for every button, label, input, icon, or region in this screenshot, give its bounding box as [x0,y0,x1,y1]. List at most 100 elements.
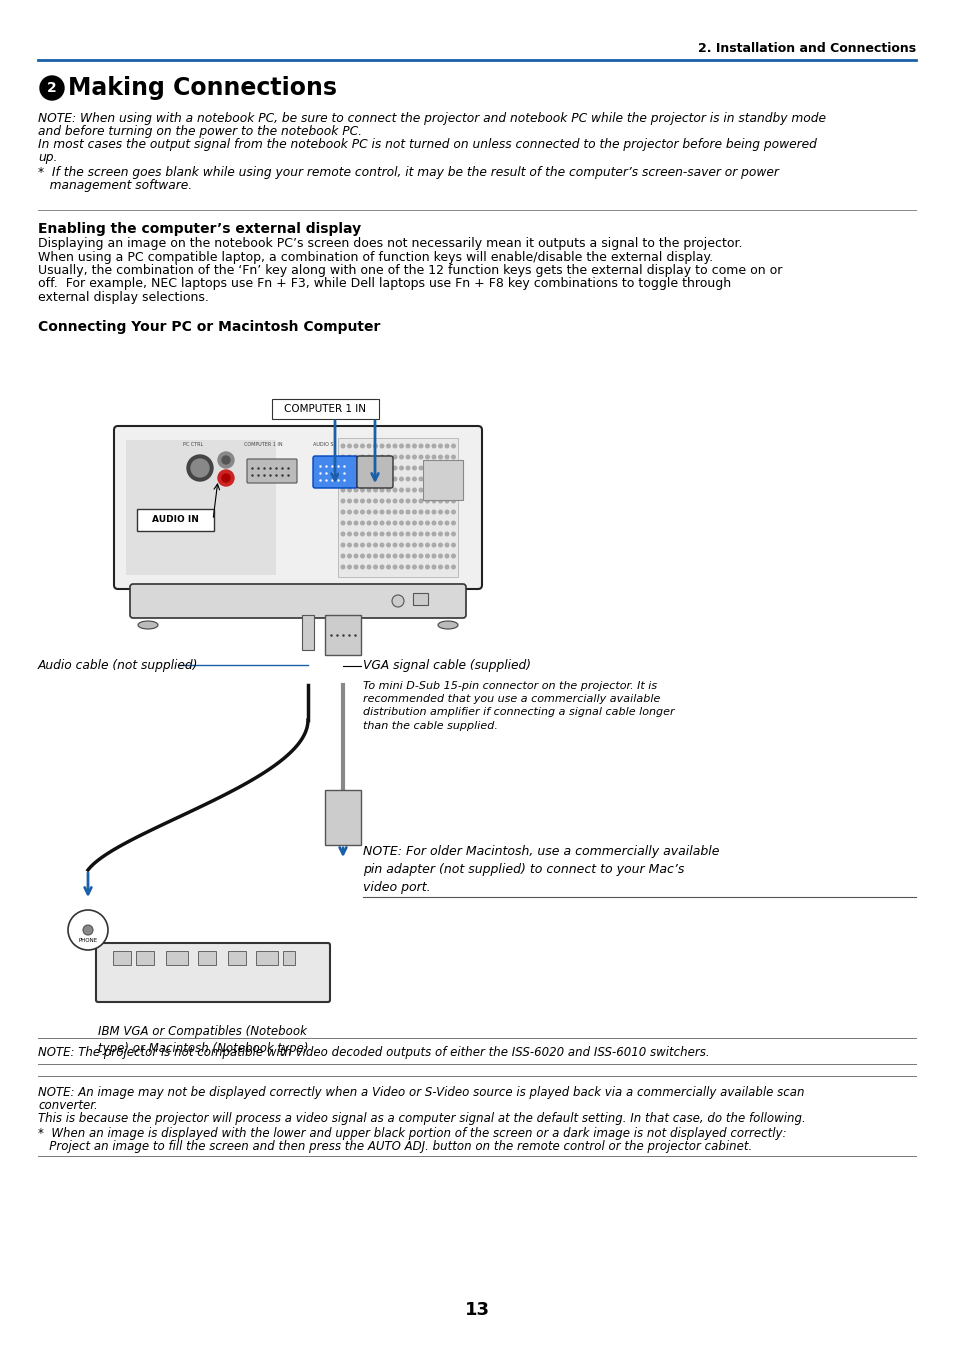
Circle shape [425,445,429,448]
Circle shape [413,477,416,481]
Circle shape [341,456,344,458]
Circle shape [393,554,396,558]
Circle shape [451,565,455,569]
Circle shape [406,456,410,458]
Circle shape [393,543,396,547]
Circle shape [399,499,403,503]
Circle shape [413,543,416,547]
Circle shape [445,456,448,458]
Text: *  When an image is displayed with the lower and upper black portion of the scre: * When an image is displayed with the lo… [38,1127,785,1140]
Circle shape [354,554,357,558]
Circle shape [347,456,351,458]
Bar [198,950,215,965]
Circle shape [393,477,396,481]
Circle shape [425,510,429,514]
Circle shape [451,543,455,547]
Circle shape [386,532,390,535]
Circle shape [374,488,376,492]
Circle shape [367,499,371,503]
Circle shape [360,554,364,558]
Circle shape [360,499,364,503]
Text: Usually, the combination of the ‘Fn’ key along with one of the 12 function keys : Usually, the combination of the ‘Fn’ key… [38,264,781,276]
Circle shape [445,554,448,558]
Circle shape [432,554,436,558]
Circle shape [425,466,429,470]
FancyBboxPatch shape [130,584,465,617]
Circle shape [413,565,416,569]
Circle shape [432,466,436,470]
Circle shape [445,499,448,503]
Circle shape [347,499,351,503]
Circle shape [393,532,396,535]
Text: converter.: converter. [38,1099,97,1112]
Circle shape [418,522,422,524]
Circle shape [380,543,383,547]
Circle shape [354,466,357,470]
Circle shape [399,445,403,448]
Circle shape [425,543,429,547]
Circle shape [341,466,344,470]
Circle shape [360,488,364,492]
Circle shape [83,925,92,936]
Circle shape [418,532,422,535]
Circle shape [418,477,422,481]
Circle shape [406,445,410,448]
Bar [302,615,314,650]
Circle shape [399,466,403,470]
Circle shape [380,499,383,503]
Circle shape [187,456,213,481]
Circle shape [380,456,383,458]
Circle shape [413,456,416,458]
Circle shape [360,510,364,514]
Circle shape [367,488,371,492]
Circle shape [438,554,442,558]
Circle shape [445,466,448,470]
Circle shape [380,466,383,470]
Circle shape [374,543,376,547]
Circle shape [399,543,403,547]
Circle shape [386,477,390,481]
Text: 13: 13 [464,1301,489,1318]
Circle shape [399,554,403,558]
Circle shape [418,456,422,458]
Circle shape [367,466,371,470]
Text: PC CTRL: PC CTRL [183,442,203,448]
Text: management software.: management software. [38,179,192,191]
Circle shape [347,510,351,514]
Circle shape [393,456,396,458]
FancyBboxPatch shape [356,456,393,488]
Circle shape [451,522,455,524]
Text: Project an image to fill the screen and then press the AUTO ADJ. button on the r: Project an image to fill the screen and … [38,1140,752,1153]
Circle shape [386,456,390,458]
Circle shape [451,477,455,481]
Circle shape [386,499,390,503]
Bar [136,950,153,965]
Text: COMPUTER 1 IN: COMPUTER 1 IN [243,442,282,448]
Circle shape [360,565,364,569]
Circle shape [367,456,371,458]
Circle shape [386,565,390,569]
Circle shape [374,510,376,514]
Circle shape [432,445,436,448]
Circle shape [445,565,448,569]
Circle shape [341,510,344,514]
FancyBboxPatch shape [137,510,213,531]
Circle shape [341,554,344,558]
Circle shape [354,522,357,524]
Circle shape [425,477,429,481]
Circle shape [354,488,357,492]
Circle shape [374,554,376,558]
Circle shape [406,488,410,492]
Circle shape [354,499,357,503]
Circle shape [445,445,448,448]
Circle shape [341,477,344,481]
Circle shape [341,543,344,547]
Circle shape [445,477,448,481]
Text: VGA signal cable (supplied): VGA signal cable (supplied) [363,659,531,673]
Circle shape [438,488,442,492]
Circle shape [451,532,455,535]
Circle shape [386,522,390,524]
Circle shape [360,456,364,458]
Circle shape [386,466,390,470]
Circle shape [413,445,416,448]
